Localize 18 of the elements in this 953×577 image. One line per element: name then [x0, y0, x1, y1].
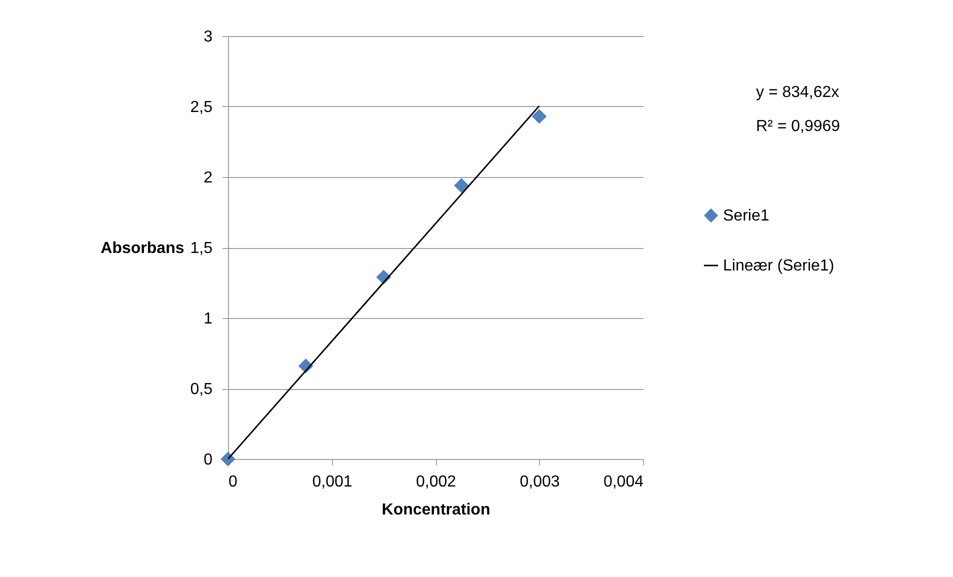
y-tick-label: 3 — [204, 28, 213, 46]
y-tick-label: 1,5 — [190, 240, 213, 257]
y-tick-label: 0,5 — [190, 381, 213, 398]
y-tick-label: 2 — [204, 170, 213, 186]
text: R² = 0,9969 — [756, 118, 840, 135]
y-tick-label: 2,5 — [190, 99, 213, 116]
x-axis-title: Koncentration — [382, 502, 490, 518]
text: y = 834,62x — [756, 84, 840, 101]
y-tick-label: 1 — [204, 310, 213, 328]
x-tick-label: 0,001 — [312, 474, 352, 490]
legend-label: Lineær (Serie1) — [723, 258, 834, 274]
legend-label: Serie1 — [723, 208, 770, 224]
y-axis-title: Absorbans — [100, 240, 184, 257]
x-tick-label: 0,003 — [520, 474, 560, 490]
x-tick-label: 0 — [228, 474, 238, 490]
x-tick-label: 0,004 — [603, 474, 644, 490]
x-tick-label: 0,002 — [416, 474, 456, 490]
y-tick-label: 0 — [204, 452, 213, 468]
